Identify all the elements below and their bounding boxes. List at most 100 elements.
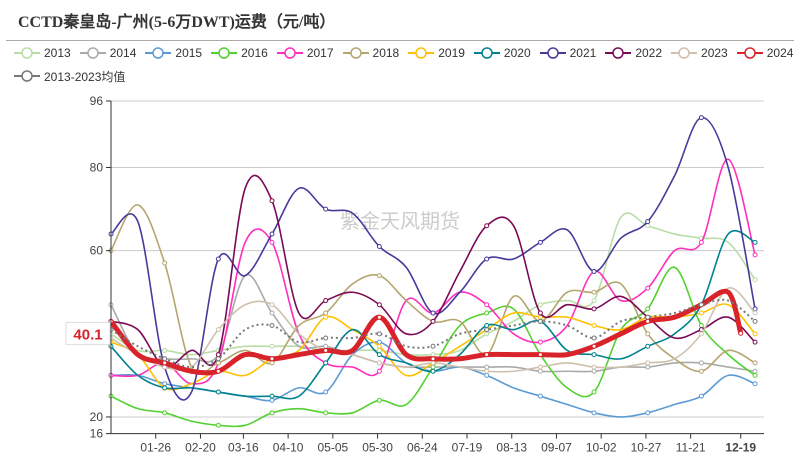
data-point [269,393,275,399]
data-point [269,397,275,403]
legend-marker-icon [14,47,40,59]
legend-item[interactable]: 2022 [605,42,662,64]
series-2017 [108,158,758,385]
data-point [752,368,758,374]
y-tick-label: 96 [90,94,104,108]
legend-marker-icon [736,47,763,59]
data-point [430,364,436,370]
data-point [215,256,221,262]
data-point [752,277,758,283]
data-point [269,356,275,362]
legend-marker-icon [145,47,172,59]
legend-marker-icon [671,47,698,59]
legend-item[interactable]: 2020 [473,42,531,64]
legend-item[interactable]: 2014 [79,42,137,64]
data-point [484,372,490,378]
legend-item[interactable]: 2017 [276,42,334,64]
legend-marker-icon [14,70,40,82]
data-point [484,223,490,229]
x-tick-label: 10-02 [586,441,617,455]
data-point [698,360,704,366]
highlight-value-label: 40.1 [73,326,102,343]
x-tick-label: 11-21 [676,441,706,455]
legend-label: 2014 [109,46,137,60]
data-point [323,389,329,395]
legend-label: 2022 [635,46,663,60]
y-tick-label: 16 [90,427,104,441]
x-tick-label: 10-27 [631,441,662,455]
data-point [645,306,651,312]
data-point [376,368,382,374]
data-point [752,381,758,387]
data-point [323,335,329,341]
data-point [591,343,597,349]
data-point [752,310,758,316]
data-point [323,343,329,349]
data-point [323,360,329,366]
legend-label: 2024 [766,46,794,60]
data-point [645,285,651,291]
data-point [376,244,382,250]
legend-marker-icon [79,47,106,59]
data-point [752,239,758,245]
data-point [698,323,704,329]
legend-item[interactable]: 2023 [671,42,728,64]
data-point [484,364,490,370]
y-tick-label: 20 [90,410,104,424]
legend-item[interactable]: 2018 [342,42,399,64]
y-tick-label: 80 [90,161,104,175]
data-point [537,318,543,324]
data-point [376,397,382,403]
data-point [162,260,168,266]
data-point [591,410,597,416]
data-point [698,368,704,374]
x-tick-label: 03-16 [228,441,259,455]
legend-item[interactable]: 2019 [408,42,465,64]
legend-item[interactable]: 2024 [736,42,794,64]
data-point [591,352,597,358]
data-point [215,327,221,333]
data-point [376,273,382,279]
x-tick-label: 05-05 [317,441,348,455]
data-point [698,331,704,337]
data-point [484,302,490,308]
legend-marker-icon [605,47,632,59]
data-point [376,347,382,353]
data-point [752,331,758,337]
data-point [269,360,275,366]
data-point [323,310,329,316]
data-point [537,368,543,374]
data-point [645,223,651,229]
legend-marker-icon [408,47,435,59]
legend-marker-icon [211,47,238,59]
legend-marker-icon [342,47,369,59]
x-tick-label: 06-24 [407,441,438,455]
data-point [645,331,651,337]
data-point [537,302,543,308]
legend-item[interactable]: 2021 [539,42,597,64]
value-label-box [65,321,111,345]
data-point [537,310,543,316]
legend-item[interactable]: 2013-2023均值 [14,65,125,87]
data-point [537,352,543,358]
data-point [162,347,168,353]
data-point [269,323,275,329]
data-point [591,268,597,274]
legend-item[interactable]: 2013 [14,42,71,64]
legend-label: 2015 [175,46,203,60]
data-point [484,323,490,329]
data-point [269,343,275,349]
data-point [645,410,651,416]
data-point [484,310,490,316]
x-tick-label: 12-19 [725,441,756,455]
legend-marker-icon [539,47,566,59]
data-point [162,356,168,362]
legend-item[interactable]: 2016 [211,42,268,64]
data-point [537,339,543,345]
legend-label: 2021 [569,46,597,60]
data-point [591,389,597,395]
data-point [269,410,275,416]
data-point [376,339,382,345]
legend-item[interactable]: 2015 [145,42,202,64]
data-point [376,352,382,358]
